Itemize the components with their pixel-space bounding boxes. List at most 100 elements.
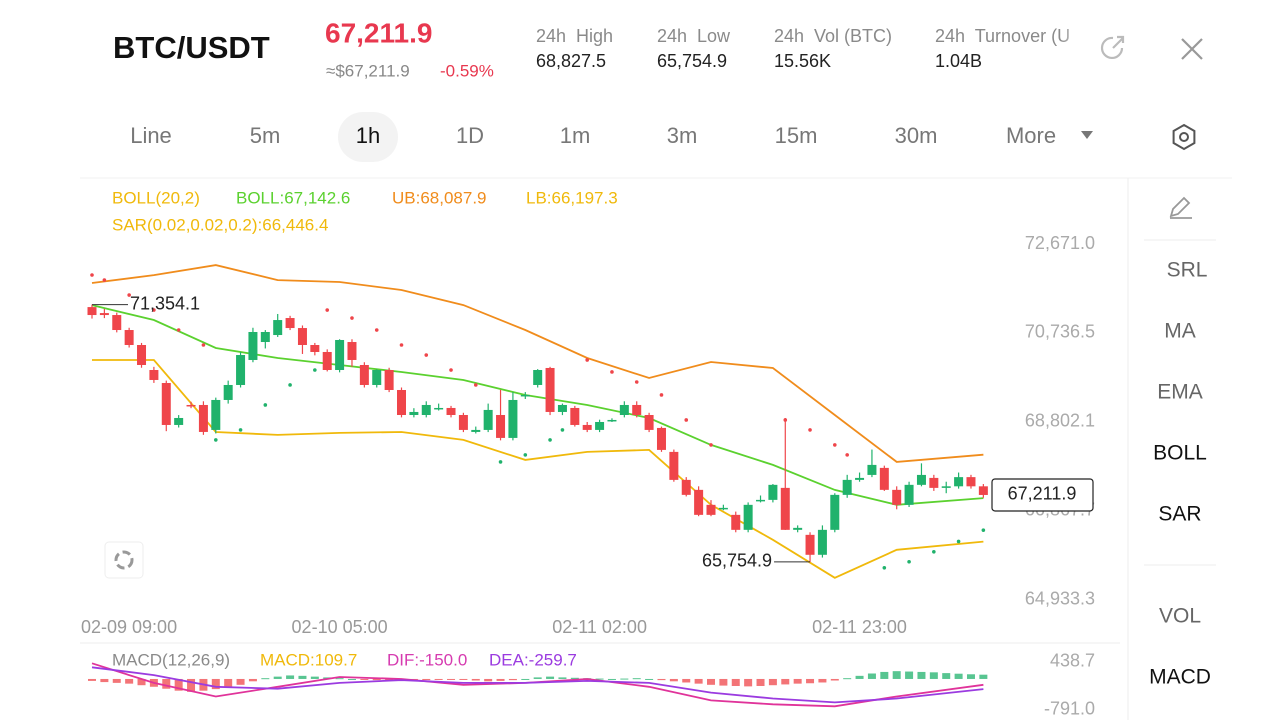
candle-body	[954, 477, 964, 487]
indicator[interactable]: MA	[1164, 320, 1196, 343]
candle-body	[867, 464, 877, 475]
tab[interactable]: 5m	[250, 123, 281, 148]
sar-dot	[152, 308, 156, 312]
candle-body	[706, 504, 716, 515]
macd-bar	[917, 671, 926, 679]
sar-dot	[201, 343, 206, 347]
macd-bar	[484, 678, 493, 682]
sar-dot	[610, 370, 614, 374]
tab[interactable]: 1D	[456, 123, 484, 148]
tab[interactable]: More	[1006, 123, 1056, 148]
candle-body	[793, 527, 803, 530]
candle-body	[619, 404, 629, 415]
tab[interactable]: 30m	[895, 123, 938, 148]
stat-value: 15.56K	[774, 51, 831, 71]
sar-dot	[313, 368, 317, 372]
sar-dot	[176, 328, 181, 332]
sar-dot	[238, 428, 243, 432]
macd-bar	[298, 675, 307, 679]
macd-bar	[645, 678, 654, 680]
share-icon[interactable]	[1100, 35, 1125, 60]
active-tab-bg	[338, 112, 398, 162]
candle-body	[99, 313, 109, 316]
candle-body	[297, 328, 307, 345]
price-change: -0.59%	[440, 61, 494, 80]
macd-bar	[385, 678, 394, 681]
tab[interactable]: 15m	[775, 123, 818, 148]
indicator[interactable]: VOL	[1159, 605, 1201, 628]
x-tick-label: 02-10 05:00	[292, 617, 388, 637]
tab[interactable]: 3m	[667, 123, 698, 148]
macd-bar	[843, 678, 852, 680]
candle-body	[830, 494, 840, 530]
candle-body	[347, 342, 357, 360]
macd-bar	[459, 678, 468, 680]
macd-bar	[905, 671, 914, 679]
macd-bar	[112, 678, 121, 683]
macd-bar	[682, 678, 691, 683]
y-tick-label: 64,933.3	[1025, 588, 1095, 608]
macd-bar	[286, 675, 295, 679]
price-overlay: 02-09 09:00 02-10 05:00 02-11 02:00 02-11 2…	[81, 293, 1094, 637]
tab[interactable]: Line	[130, 123, 172, 148]
sar-dot	[399, 343, 404, 347]
close-icon[interactable]	[1181, 38, 1203, 60]
indicator[interactable]: SAR	[1158, 503, 1201, 526]
macd-legend: MACD:109.7	[260, 650, 357, 669]
macd-bar	[558, 677, 567, 679]
candle-body	[656, 427, 666, 450]
candle-body	[533, 370, 543, 385]
macd-bar	[570, 677, 579, 679]
stat-label: 24h High	[536, 26, 613, 46]
symbol: BTC/USDT	[113, 30, 270, 65]
candle-body	[409, 411, 419, 415]
sar-dot	[102, 278, 107, 282]
macd-bar	[966, 674, 975, 679]
indicator[interactable]: SRL	[1167, 259, 1208, 282]
sar-dot	[473, 383, 478, 387]
candle-body	[595, 421, 605, 430]
sar-dot	[263, 403, 268, 407]
macd-bar	[929, 672, 938, 679]
macd-bar	[669, 678, 678, 682]
sar-dot	[449, 368, 453, 372]
macd-bar	[620, 678, 629, 680]
indicator-panel: SRL MA EMA BOLL SAR VOL MACD	[1149, 259, 1211, 689]
dropdown-arrow	[1081, 131, 1093, 139]
candle-body	[434, 407, 444, 410]
line-dea	[91, 666, 984, 704]
indicator[interactable]: BOLL	[1153, 442, 1207, 465]
draw-icon[interactable]	[1169, 196, 1192, 219]
candle-body	[632, 404, 642, 415]
reset-icon[interactable]	[104, 541, 144, 579]
candle-body	[978, 486, 988, 495]
sar-dot	[560, 428, 565, 432]
candle-body	[508, 399, 518, 438]
macd-bar	[187, 678, 196, 692]
macd-legend: DEA:-259.7	[489, 650, 577, 669]
candle-body	[161, 383, 171, 425]
indicator[interactable]: EMA	[1157, 381, 1203, 404]
macd-bar	[422, 678, 431, 681]
candle-body	[384, 370, 394, 390]
candle-body	[855, 477, 865, 480]
sar-dot	[374, 328, 379, 332]
tab[interactable]: 1m	[560, 123, 591, 148]
macd-bar	[335, 678, 344, 680]
candle-body	[236, 355, 246, 385]
tab[interactable]: 1h	[356, 123, 380, 148]
candle-body	[149, 370, 159, 380]
macd-legend: MACD(12,26,9)	[112, 650, 230, 669]
candle-body	[929, 477, 939, 488]
sar-dot	[932, 550, 936, 554]
y-tick-label: 72,671.0	[1025, 233, 1095, 253]
macd-bar	[100, 678, 109, 683]
settings-icon[interactable]	[1172, 123, 1196, 151]
sar-dot	[907, 559, 911, 564]
candle-body	[471, 429, 481, 432]
candle-body	[322, 351, 332, 371]
macd-bar	[880, 671, 889, 679]
candle-body	[718, 507, 728, 510]
indicator[interactable]: MACD	[1149, 666, 1211, 689]
